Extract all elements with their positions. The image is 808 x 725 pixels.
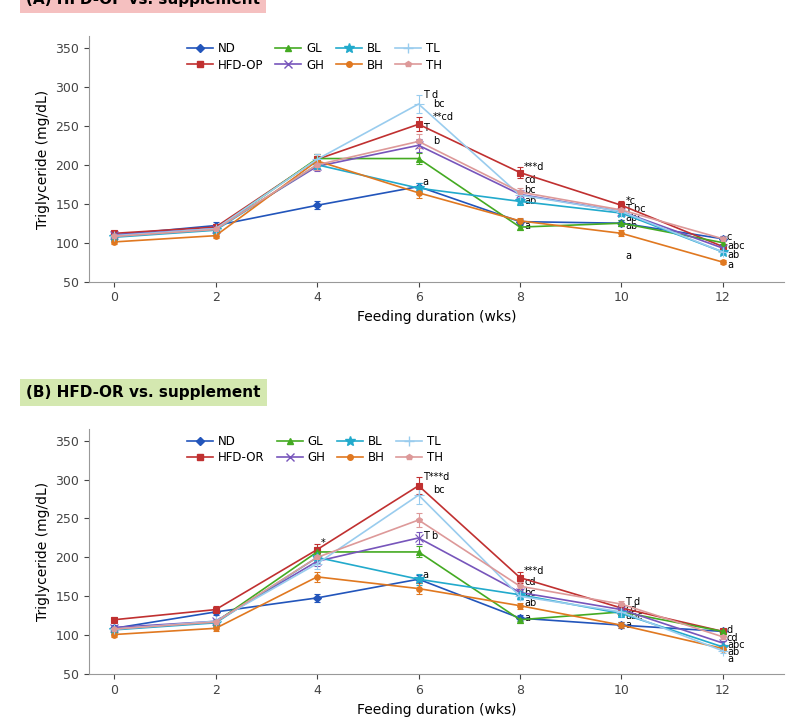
X-axis label: Feeding duration (wks): Feeding duration (wks)	[356, 703, 516, 716]
Legend: ND, HFD-OP, GL, GH, BL, BH, TL, TH: ND, HFD-OP, GL, GH, BL, BH, TL, TH	[185, 40, 444, 74]
Legend: ND, HFD-OR, GL, GH, BL, BH, TL, TH: ND, HFD-OR, GL, GH, BL, BH, TL, TH	[185, 432, 445, 467]
Text: abc: abc	[625, 212, 643, 223]
Text: (B) HFD-OR vs. supplement: (B) HFD-OR vs. supplement	[27, 385, 261, 399]
Text: T d: T d	[625, 597, 641, 607]
Text: ***d: ***d	[524, 162, 545, 172]
Text: ab: ab	[524, 598, 537, 608]
Text: c: c	[727, 232, 732, 242]
Y-axis label: Triglyceride (mg/dL): Triglyceride (mg/dL)	[36, 89, 50, 228]
Y-axis label: Triglyceride (mg/dL): Triglyceride (mg/dL)	[36, 482, 50, 621]
Text: a: a	[727, 654, 733, 663]
Text: T: T	[423, 123, 428, 133]
Text: a: a	[423, 177, 428, 187]
Text: a: a	[727, 260, 733, 270]
Text: ***d: ***d	[524, 566, 545, 576]
Text: b: b	[433, 136, 439, 146]
Text: T bc: T bc	[625, 204, 646, 214]
Text: cd: cd	[625, 604, 637, 614]
X-axis label: Feeding duration (wks): Feeding duration (wks)	[356, 310, 516, 324]
Text: T b: T b	[423, 531, 438, 541]
Text: bc: bc	[524, 588, 536, 598]
Text: cd: cd	[524, 577, 536, 587]
Text: ab: ab	[727, 250, 739, 260]
Text: T d: T d	[423, 90, 438, 99]
Text: ab: ab	[727, 647, 739, 657]
Text: T***d: T***d	[423, 472, 449, 482]
Text: *: *	[322, 539, 326, 548]
Text: abc: abc	[727, 640, 745, 650]
Text: d: d	[727, 625, 733, 635]
Text: a: a	[423, 570, 428, 579]
Text: cd: cd	[727, 633, 739, 642]
Text: a: a	[524, 613, 530, 624]
Text: abc: abc	[625, 611, 643, 621]
Text: **cd: **cd	[433, 112, 454, 123]
Text: a: a	[625, 620, 632, 630]
Text: bc: bc	[433, 486, 444, 495]
Text: bc: bc	[433, 99, 444, 109]
Text: ab: ab	[524, 196, 537, 207]
Text: bc: bc	[524, 186, 536, 196]
Text: (A) HFD-OP vs. supplement: (A) HFD-OP vs. supplement	[27, 0, 260, 7]
Text: cd: cd	[524, 175, 536, 186]
Text: ab: ab	[625, 221, 638, 231]
Text: a: a	[625, 251, 632, 261]
Text: *c: *c	[625, 196, 636, 207]
Text: abc: abc	[727, 241, 745, 251]
Text: a: a	[524, 221, 530, 231]
